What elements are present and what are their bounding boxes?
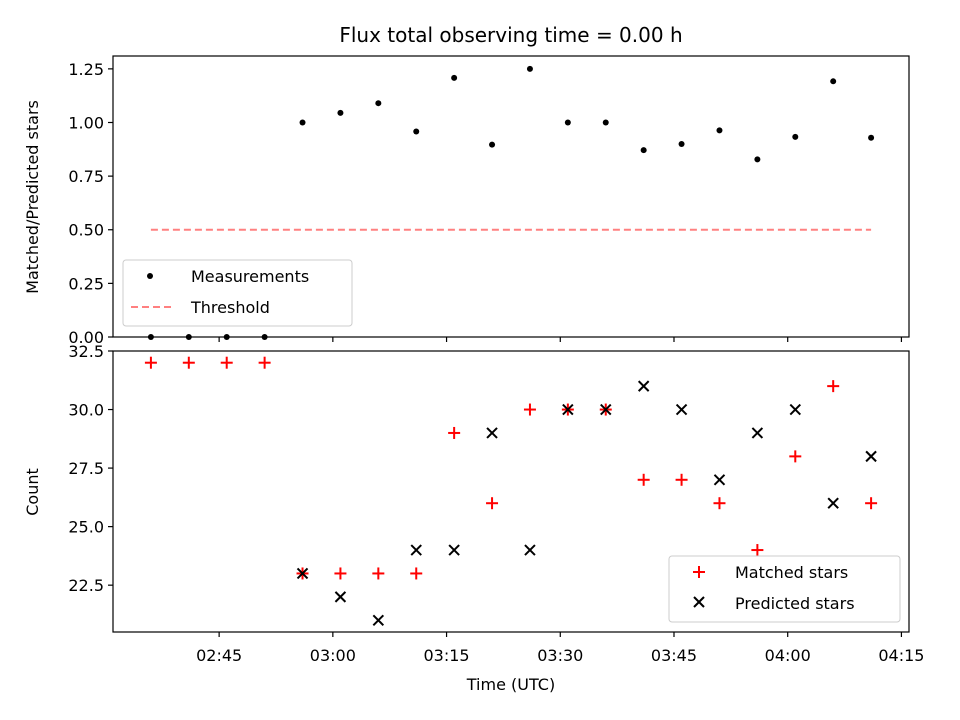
predicted-star-point <box>713 474 726 486</box>
ratio-panel: 0.00 0.25 0.50 0.75 1.00 1.25 Matched/Predict… <box>23 55 910 347</box>
matched-star-point <box>410 567 423 580</box>
count-y-tick-label: 22.5 <box>68 576 104 595</box>
predicted-star-point <box>600 403 612 416</box>
legend-matched-label: Matched stars <box>735 563 848 582</box>
legend-measurements-marker <box>147 273 153 279</box>
predicted-star-point <box>637 380 650 392</box>
count-axes-frame <box>112 350 910 633</box>
measurement-point <box>564 119 571 126</box>
measurement-point <box>526 65 533 72</box>
measurement-point <box>337 109 344 116</box>
predicted-star-point <box>789 403 801 416</box>
matched-star-point <box>486 497 499 510</box>
predicted-star-point <box>675 403 688 416</box>
matched-star-point <box>144 356 157 369</box>
matched-star-point <box>713 497 726 510</box>
matched-star-point <box>372 567 385 580</box>
matched-star-point <box>182 356 195 369</box>
measurement-point <box>792 133 799 140</box>
matched-star-point <box>675 473 688 486</box>
x-tick-label: 04:15 <box>878 646 924 665</box>
measurement-point <box>716 127 723 134</box>
count-y-tick-label: 32.5 <box>68 342 104 361</box>
ratio-y-tick-label: 0.75 <box>68 167 104 186</box>
ratio-legend-frame <box>122 259 353 327</box>
predicted-star-point <box>751 427 764 439</box>
ratio-axes-frame <box>112 55 910 338</box>
measurement-point <box>640 147 647 154</box>
count-panel: 22.5 25.0 27.5 30.0 32.5 02:45 03:00 03:15 03:3… <box>23 342 924 694</box>
legend-predicted-label: Predicted stars <box>735 594 855 613</box>
predicted-star-point <box>827 497 839 509</box>
ratio-y-ticks: 0.00 0.25 0.50 0.75 1.00 1.25 <box>68 60 113 347</box>
predicted-star-point <box>448 544 460 556</box>
x-tick-label: 04:00 <box>765 646 811 665</box>
predicted-star-point <box>296 567 309 580</box>
predicted-star-point <box>372 614 385 626</box>
x-tick-label: 03:00 <box>310 646 356 665</box>
count-legend: Matched stars Predicted stars <box>668 555 901 623</box>
matched-star-point <box>448 426 461 439</box>
measurement-point <box>754 156 761 163</box>
chart-title: Flux total observing time = 0.00 h <box>339 23 682 47</box>
matched-star-point <box>334 567 347 580</box>
count-x-ticks: 02:45 03:00 03:15 03:30 03:45 04:00 04:15 <box>196 632 924 665</box>
count-y-tick-label: 27.5 <box>68 459 104 478</box>
matched-star-point <box>865 497 878 510</box>
x-tick-label: 03:15 <box>424 646 470 665</box>
ratio-plot-area <box>147 65 875 340</box>
measurement-point <box>602 119 609 126</box>
measurement-point <box>678 140 685 147</box>
legend-predicted-marker <box>693 596 705 608</box>
ratio-x-ticks <box>218 337 903 342</box>
ratio-y-axis-label: Matched/Predicted stars <box>23 100 42 294</box>
measurement-point <box>299 119 306 126</box>
matched-star-point <box>258 356 271 369</box>
measurement-point <box>489 141 496 148</box>
matched-star-point <box>751 544 764 557</box>
matched-star-point <box>789 450 802 463</box>
matched-star-point <box>523 403 536 416</box>
legend-threshold-label: Threshold <box>190 298 270 317</box>
x-tick-label: 02:45 <box>196 646 242 665</box>
ratio-y-tick-label: 0.00 <box>68 328 104 347</box>
measurement-point <box>375 100 382 107</box>
predicted-star-point <box>486 427 498 439</box>
ratio-y-tick-label: 0.50 <box>68 221 104 240</box>
count-y-tick-label: 30.0 <box>68 401 104 420</box>
count-plot-area <box>144 356 878 626</box>
count-y-ticks: 22.5 25.0 27.5 30.0 32.5 <box>68 342 113 595</box>
measurement-point <box>830 78 837 85</box>
measurement-point <box>868 134 875 141</box>
predicted-star-point <box>334 591 347 603</box>
ratio-legend: Measurements Threshold <box>122 259 353 327</box>
predicted-star-point <box>410 544 422 556</box>
count-y-tick-label: 25.0 <box>68 518 104 537</box>
predicted-star-point <box>524 544 536 556</box>
measurement-point <box>413 128 420 135</box>
count-y-axis-label: Count <box>23 468 42 516</box>
legend-matched-marker <box>693 566 705 578</box>
legend-measurements-label: Measurements <box>191 267 309 286</box>
predicted-star-point <box>562 403 574 416</box>
count-legend-frame <box>668 555 901 623</box>
predicted-star-point <box>865 450 877 463</box>
x-axis-label: Time (UTC) <box>466 675 555 694</box>
x-tick-label: 03:45 <box>651 646 697 665</box>
ratio-y-tick-label: 1.00 <box>68 113 104 132</box>
ratio-y-tick-label: 0.25 <box>68 274 104 293</box>
ratio-y-tick-label: 1.25 <box>68 60 104 79</box>
matched-star-point <box>827 380 840 393</box>
x-tick-label: 03:30 <box>537 646 583 665</box>
matched-star-point <box>220 356 233 369</box>
measurement-point <box>451 74 458 81</box>
matched-star-point <box>637 473 650 486</box>
